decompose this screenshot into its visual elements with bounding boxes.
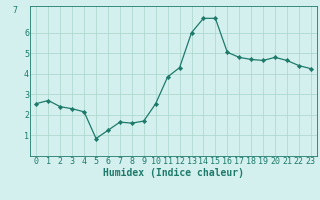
X-axis label: Humidex (Indice chaleur): Humidex (Indice chaleur) — [103, 168, 244, 178]
Text: 7: 7 — [12, 6, 18, 15]
